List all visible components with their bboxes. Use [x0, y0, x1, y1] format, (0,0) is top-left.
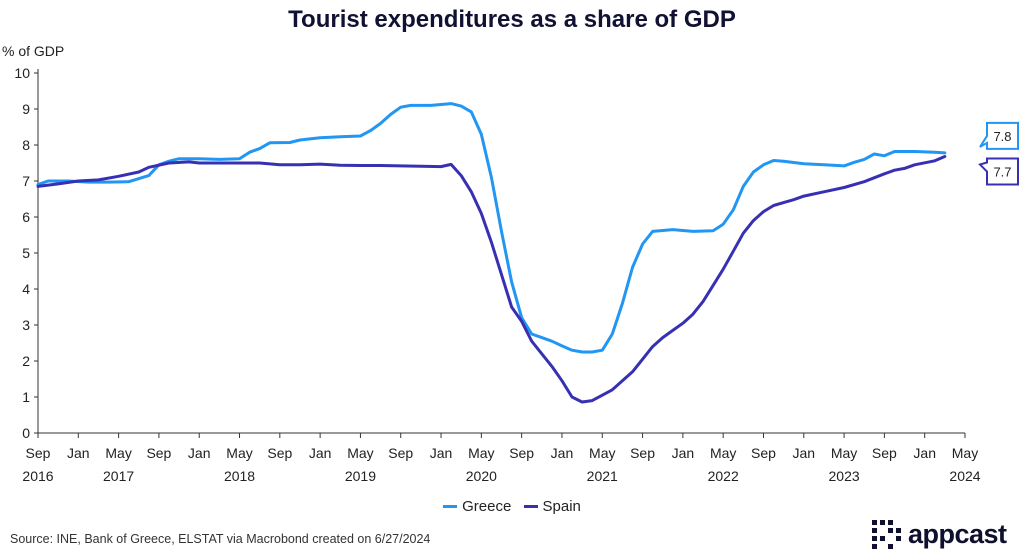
x-tick-label: Jan	[188, 445, 211, 461]
legend-swatch-spain	[523, 505, 538, 508]
x-axis: Sep 2016 Jan May 2017 Sep Jan May 2018 Sep Jan May 2…	[22, 432, 981, 484]
logo-dots-icon	[872, 519, 901, 549]
x-tick-label: May	[347, 445, 373, 461]
x-tick-label: Jan	[792, 445, 815, 461]
x-tick-label: May	[105, 445, 131, 461]
x-year-label: 2020	[466, 468, 497, 484]
appcast-logo: appcast	[872, 519, 1007, 550]
greece-end-value: 7.8	[993, 129, 1011, 144]
x-tick-label: May	[952, 445, 978, 461]
y-axis: 0 1 2 3 4 5 6 7 8 9 10	[14, 65, 39, 441]
x-year-label: 2024	[949, 468, 980, 484]
x-tick-label: Jan	[309, 445, 332, 461]
y-tick-label: 10	[14, 65, 30, 81]
source-note: Source: INE, Bank of Greece, ELSTAT via …	[10, 532, 431, 546]
legend-item-greece: Greece	[443, 498, 511, 515]
x-tick-label: Jan	[551, 445, 574, 461]
spain-end-value: 7.7	[993, 165, 1011, 180]
x-tick-label: Jan	[672, 445, 695, 461]
legend: Greece Spain	[0, 495, 1024, 515]
x-tick-label: Sep	[388, 445, 413, 461]
series-line-spain	[36, 155, 947, 404]
x-tick-label: Sep	[751, 445, 776, 461]
x-tick-label: Sep	[630, 445, 655, 461]
y-axis-label: % of GDP	[2, 43, 65, 59]
x-tick-label: May	[589, 445, 615, 461]
x-tick-label: Sep	[146, 445, 171, 461]
x-year-label: 2019	[345, 468, 376, 484]
x-year-label: 2022	[708, 468, 739, 484]
y-tick-label: 3	[22, 317, 30, 333]
legend-item-spain: Spain	[523, 498, 581, 515]
x-tick-label: May	[831, 445, 857, 461]
x-year-label: 2023	[829, 468, 860, 484]
chart-title: Tourist expenditures as a share of GDP	[288, 6, 736, 33]
x-year-label: 2018	[224, 468, 255, 484]
y-tick-label: 9	[22, 101, 30, 117]
y-tick-label: 6	[22, 209, 30, 225]
y-tick-label: 8	[22, 137, 30, 153]
y-tick-label: 0	[22, 425, 30, 441]
x-tick-label: May	[226, 445, 252, 461]
x-tick-label: Sep	[267, 445, 292, 461]
greece-end-callout	[979, 121, 1019, 150]
x-tick-label: Sep	[509, 445, 534, 461]
y-tick-label: 1	[22, 389, 30, 405]
spain-end-callout	[978, 157, 1019, 186]
logo-text: appcast	[908, 519, 1007, 549]
y-tick-label: 4	[22, 281, 30, 297]
y-tick-label: 7	[22, 173, 30, 189]
x-tick-label: Jan	[913, 445, 936, 461]
x-tick-label: Sep	[26, 445, 51, 461]
x-tick-label: May	[710, 445, 736, 461]
x-year-label: 2017	[103, 468, 134, 484]
legend-label-spain: Spain	[542, 498, 581, 515]
x-tick-label: Jan	[67, 445, 90, 461]
end-labels: 7.8 7.7	[978, 121, 1019, 186]
legend-label-greece: Greece	[462, 498, 512, 515]
x-tick-label: Jan	[430, 445, 453, 461]
x-year-label: 2021	[587, 468, 618, 484]
series-line-greece	[36, 102, 947, 354]
x-tick-label: May	[468, 445, 494, 461]
y-tick-label: 2	[22, 353, 30, 369]
x-year-label: 2016	[22, 468, 53, 484]
plot-lines	[36, 102, 947, 404]
x-tick-label: Sep	[872, 445, 897, 461]
legend-swatch-greece	[443, 505, 458, 508]
y-tick-label: 5	[22, 245, 30, 261]
